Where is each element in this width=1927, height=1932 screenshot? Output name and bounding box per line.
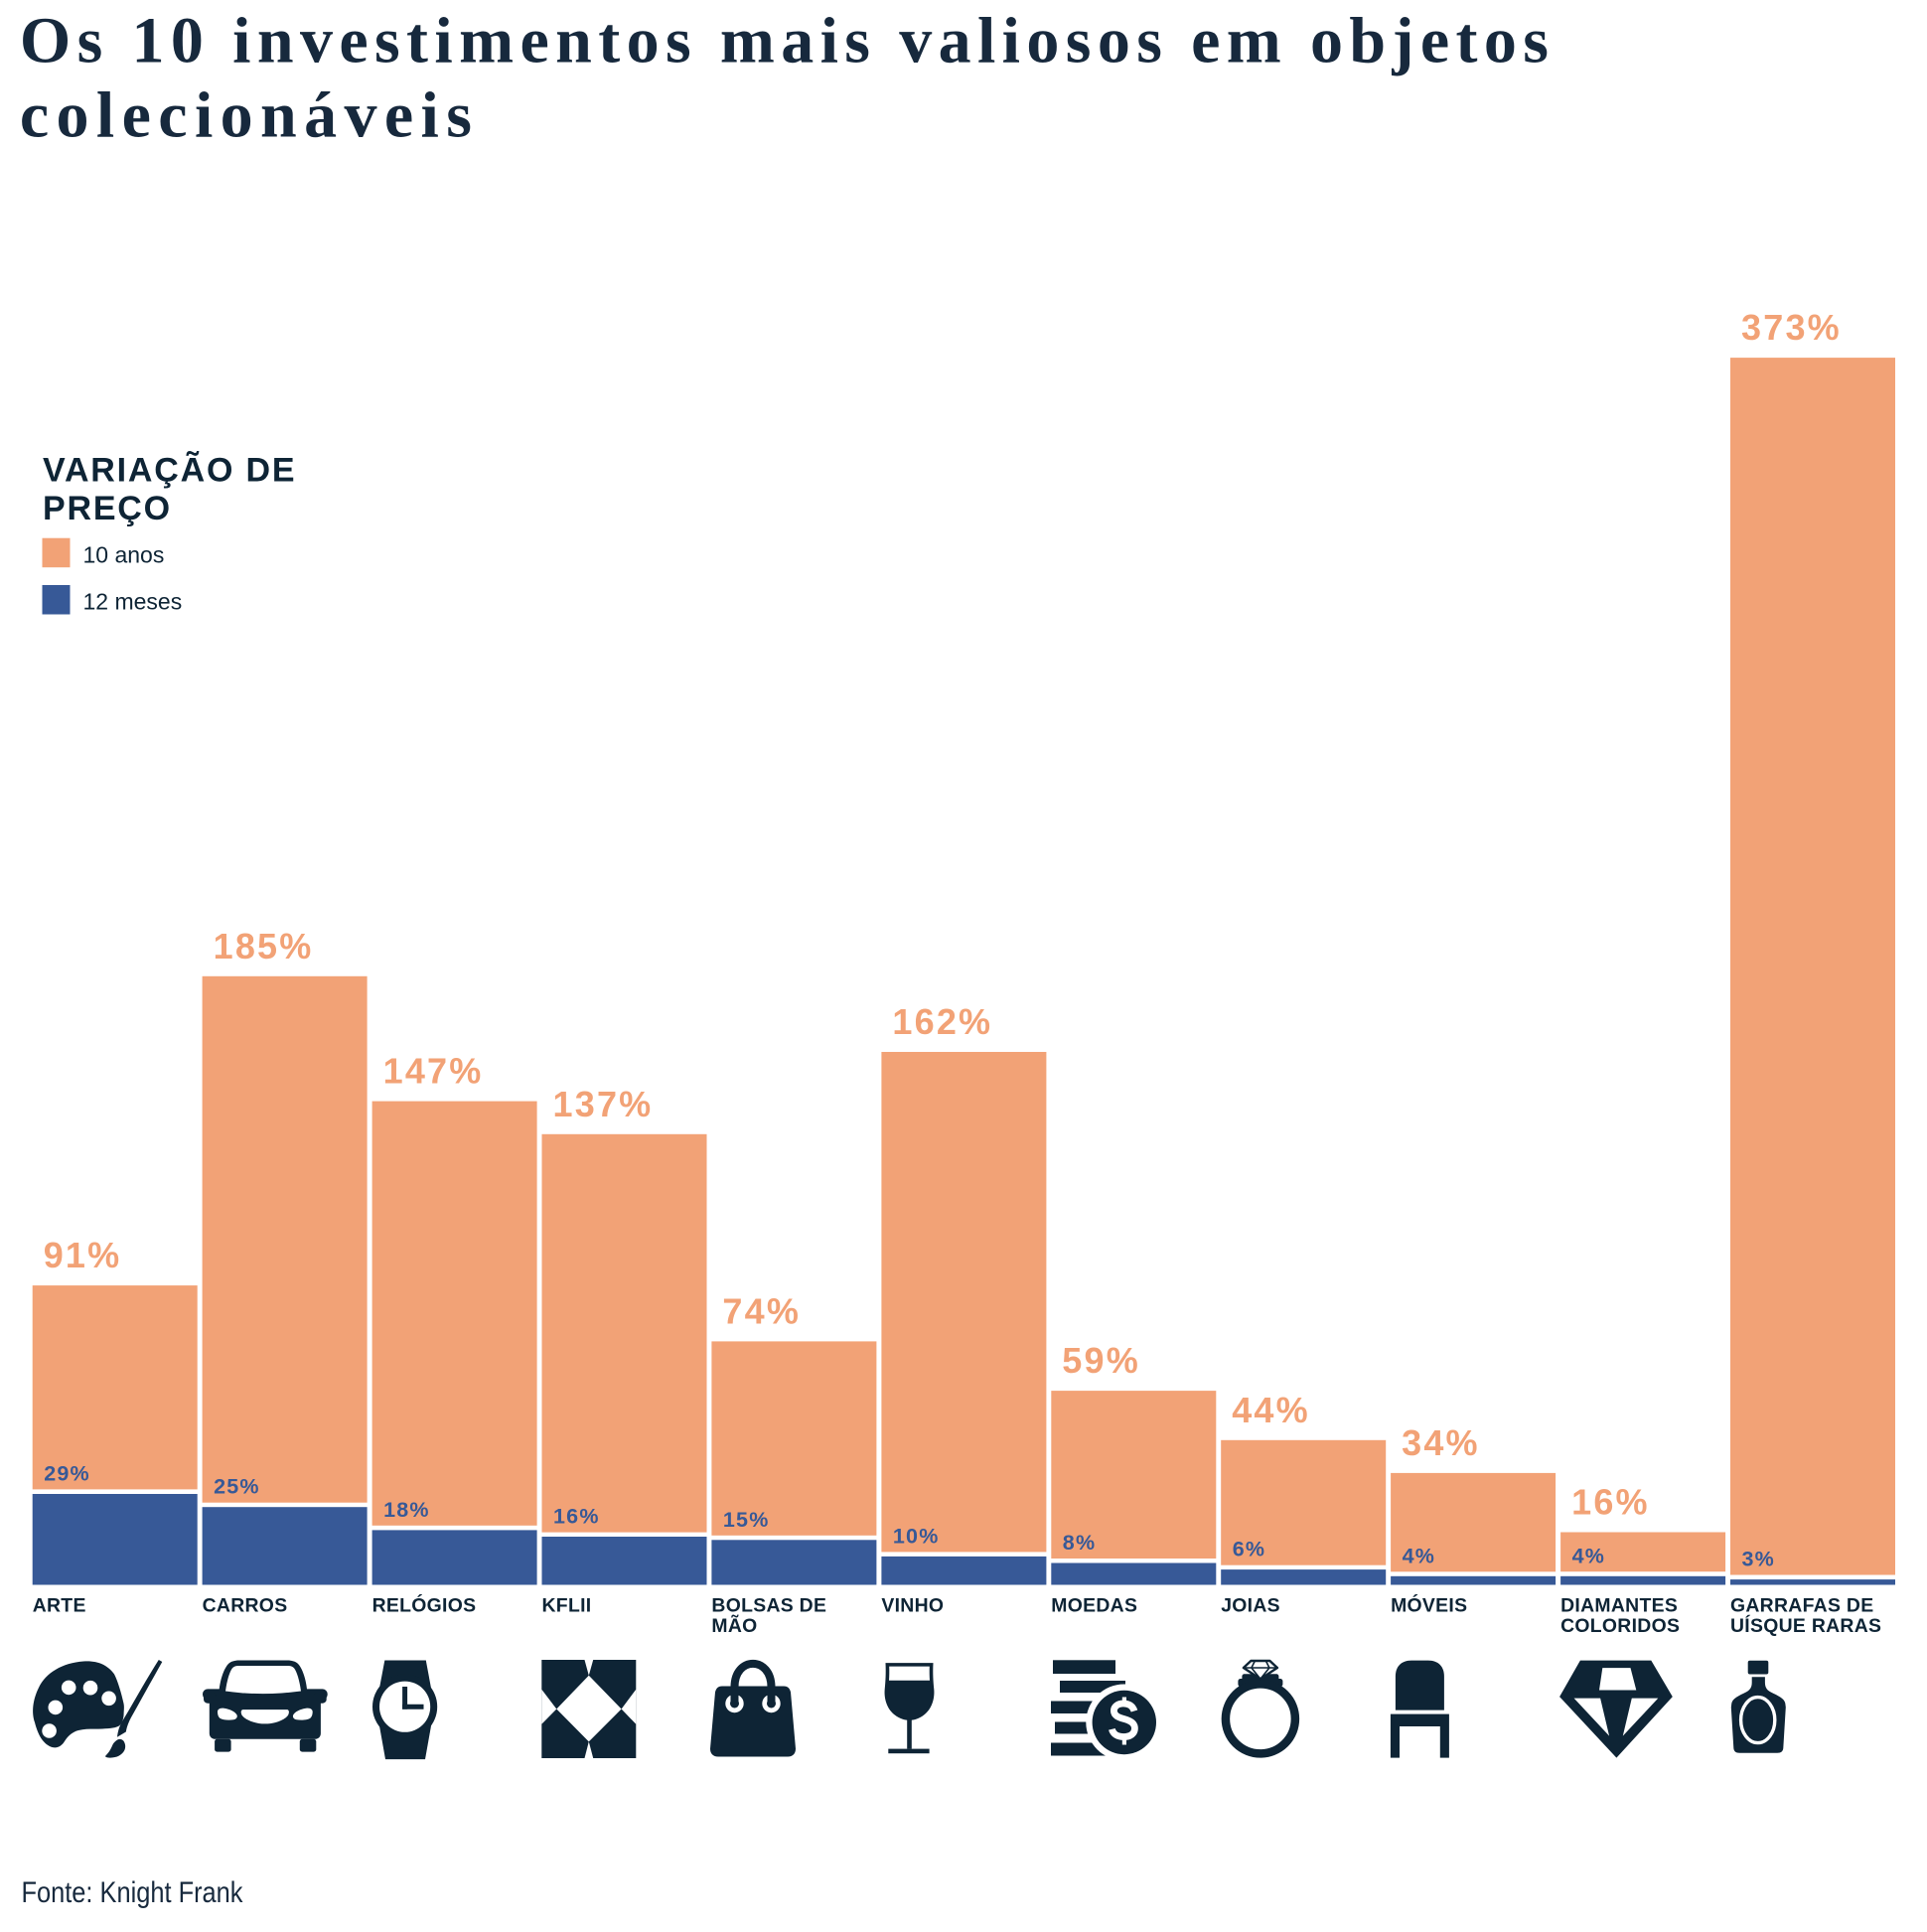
- svg-text:VINHO: VINHO: [881, 1594, 944, 1616]
- svg-text:UÍSQUE RARAS: UÍSQUE RARAS: [1730, 1614, 1881, 1637]
- svg-text:16%: 16%: [1571, 1482, 1650, 1523]
- svg-text:373%: 373%: [1741, 307, 1842, 348]
- svg-text:34%: 34%: [1402, 1422, 1480, 1463]
- svg-text:4%: 4%: [1403, 1544, 1435, 1567]
- svg-text:137%: 137%: [553, 1084, 654, 1124]
- svg-text:CARROS: CARROS: [203, 1594, 288, 1616]
- svg-text:Fonte: Knight Frank: Fonte: Knight Frank: [22, 1876, 244, 1909]
- svg-text:59%: 59%: [1062, 1340, 1140, 1381]
- svg-text:162%: 162%: [892, 1001, 992, 1042]
- svg-text:colecionáveis: colecionáveis: [20, 78, 472, 151]
- svg-text:44%: 44%: [1232, 1390, 1310, 1430]
- svg-text:RELÓGIOS: RELÓGIOS: [372, 1592, 477, 1616]
- svg-text:18%: 18%: [383, 1498, 430, 1522]
- svg-text:ARTE: ARTE: [33, 1594, 86, 1616]
- svg-text:PREÇO: PREÇO: [43, 490, 172, 527]
- svg-text:MOEDAS: MOEDAS: [1051, 1594, 1137, 1616]
- svg-text:29%: 29%: [44, 1462, 90, 1486]
- svg-text:185%: 185%: [214, 926, 314, 966]
- svg-text:COLORIDOS: COLORIDOS: [1560, 1615, 1680, 1637]
- svg-text:16%: 16%: [553, 1505, 600, 1529]
- svg-text:3%: 3%: [1742, 1548, 1775, 1571]
- svg-text:BOLSAS DE: BOLSAS DE: [711, 1594, 826, 1616]
- svg-text:KFLII: KFLII: [542, 1594, 592, 1616]
- svg-text:MÃO: MÃO: [711, 1614, 757, 1637]
- svg-text:GARRAFAS DE: GARRAFAS DE: [1730, 1594, 1873, 1616]
- svg-text:JOIAS: JOIAS: [1221, 1594, 1280, 1616]
- svg-text:15%: 15%: [723, 1508, 770, 1532]
- svg-text:6%: 6%: [1233, 1538, 1265, 1561]
- svg-text:Os 10 investimentos mais valio: Os 10 investimentos mais valiosos em obj…: [20, 4, 1549, 76]
- svg-text:91%: 91%: [44, 1235, 122, 1275]
- svg-text:DIAMANTES: DIAMANTES: [1560, 1594, 1678, 1616]
- svg-text:MÓVEIS: MÓVEIS: [1391, 1592, 1467, 1616]
- svg-text:74%: 74%: [722, 1290, 801, 1331]
- svg-text:VARIAÇÃO DE: VARIAÇÃO DE: [43, 452, 296, 490]
- svg-text:25%: 25%: [214, 1475, 260, 1499]
- svg-text:8%: 8%: [1063, 1531, 1096, 1555]
- svg-text:12 meses: 12 meses: [83, 588, 183, 614]
- svg-text:10%: 10%: [893, 1524, 940, 1548]
- svg-text:10 anos: 10 anos: [83, 542, 165, 568]
- svg-text:147%: 147%: [383, 1051, 484, 1092]
- svg-text:4%: 4%: [1572, 1544, 1605, 1567]
